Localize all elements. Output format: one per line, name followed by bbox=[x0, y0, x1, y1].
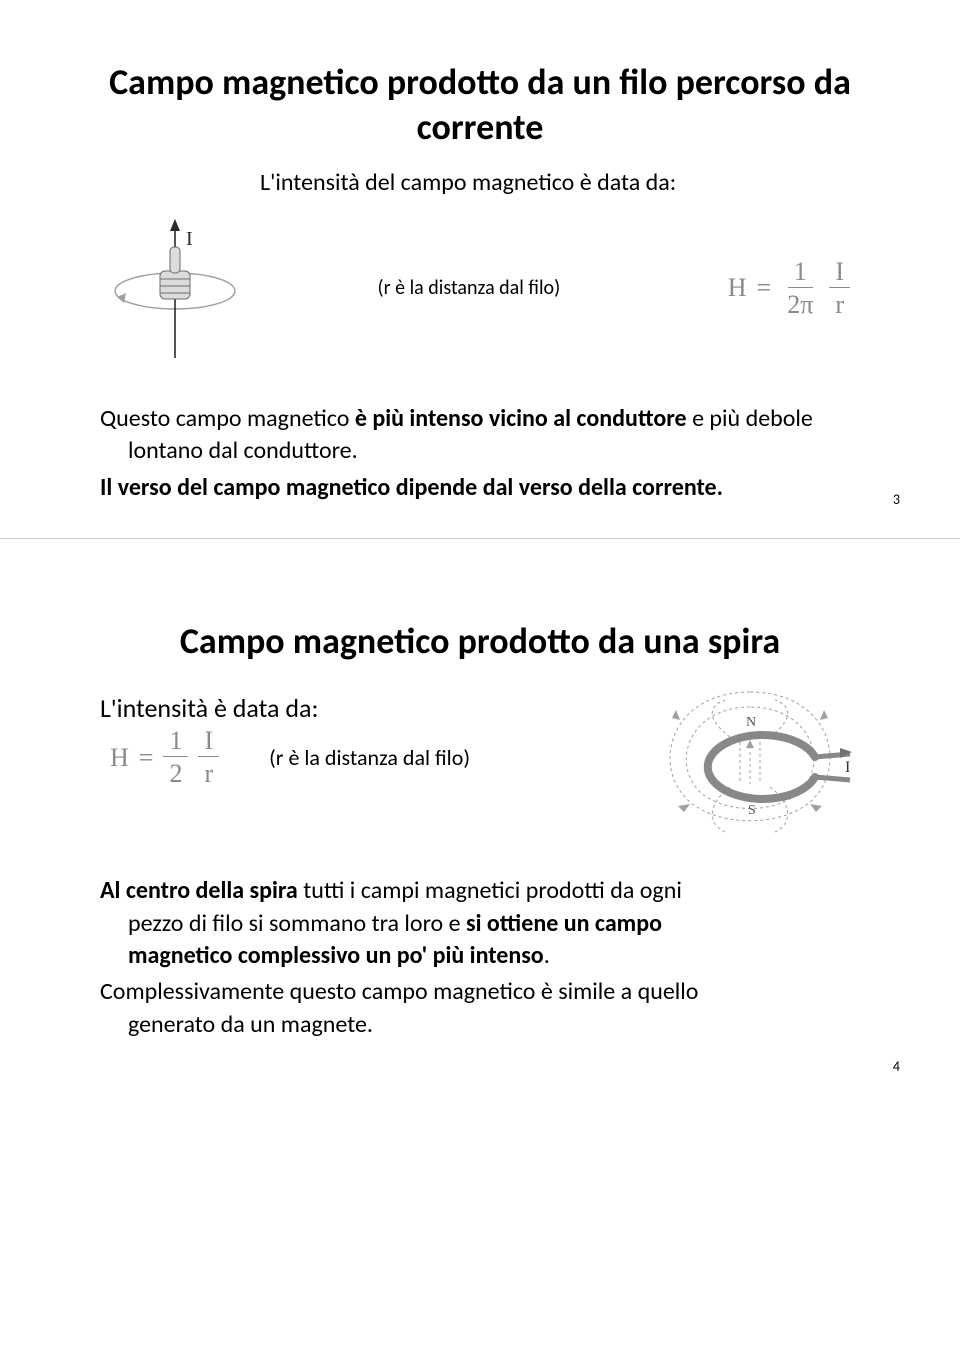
formula-frac2: I r bbox=[829, 259, 850, 318]
slide1-title: Campo magnetico prodotto da un filo perc… bbox=[100, 60, 860, 150]
slide-coil-field: Campo magnetico prodotto da una spira L'… bbox=[0, 539, 960, 1105]
slide1-intro: L'intensità del campo magnetico è data d… bbox=[100, 168, 860, 197]
slide-wire-field: Campo magnetico prodotto da un filo perc… bbox=[0, 0, 960, 539]
slide2-p2: Complessivamente questo campo magnetico … bbox=[100, 976, 740, 1041]
coil-S-label: S bbox=[748, 803, 756, 818]
slide1-distance-note: (r è la distanza dal filo) bbox=[270, 276, 708, 300]
slide2-title: Campo magnetico prodotto da una spira bbox=[100, 619, 860, 664]
slide2-p1: Al centro della spira tutti i campi magn… bbox=[100, 875, 740, 972]
slide2-formula: H = 1 2 I r bbox=[110, 728, 219, 787]
slide1-body: Questo campo magnetico è più intenso vic… bbox=[100, 403, 860, 504]
coil-field-figure: N S I bbox=[640, 682, 860, 857]
slide1-p1: Questo campo magnetico è più intenso vic… bbox=[100, 403, 860, 468]
coil-N-label: N bbox=[746, 715, 756, 730]
slide2-body: Al centro della spira tutti i campi magn… bbox=[100, 875, 860, 1041]
formula2-eq: = bbox=[139, 743, 154, 773]
slide2-sub: L'intensità è data da: bbox=[100, 692, 620, 724]
coil-I-label: I bbox=[845, 759, 850, 776]
slide2-distance-note: (r è la distanza dal filo) bbox=[269, 744, 470, 771]
formula2-frac1: 1 2 bbox=[163, 728, 188, 787]
formula-eq: = bbox=[757, 273, 772, 303]
slide1-figure-row: I (r è la distanza dal filo) H = 1 2π I … bbox=[100, 213, 860, 363]
slide1-pagenum: 3 bbox=[893, 491, 900, 508]
current-label-I: I bbox=[186, 228, 193, 250]
slide2-top-row: L'intensità è data da: H = 1 2 I r (r è … bbox=[100, 682, 860, 857]
formula-frac1: 1 2π bbox=[781, 259, 819, 318]
slide1-formula: H = 1 2π I r bbox=[728, 259, 850, 318]
formula2-lhs: H bbox=[110, 743, 129, 773]
right-hand-rule-figure: I bbox=[100, 213, 250, 363]
formula2-frac2: I r bbox=[198, 728, 219, 787]
slide2-pagenum: 4 bbox=[893, 1058, 900, 1075]
slide1-p2: Il verso del campo magnetico dipende dal… bbox=[100, 472, 860, 504]
formula-lhs: H bbox=[728, 273, 747, 303]
